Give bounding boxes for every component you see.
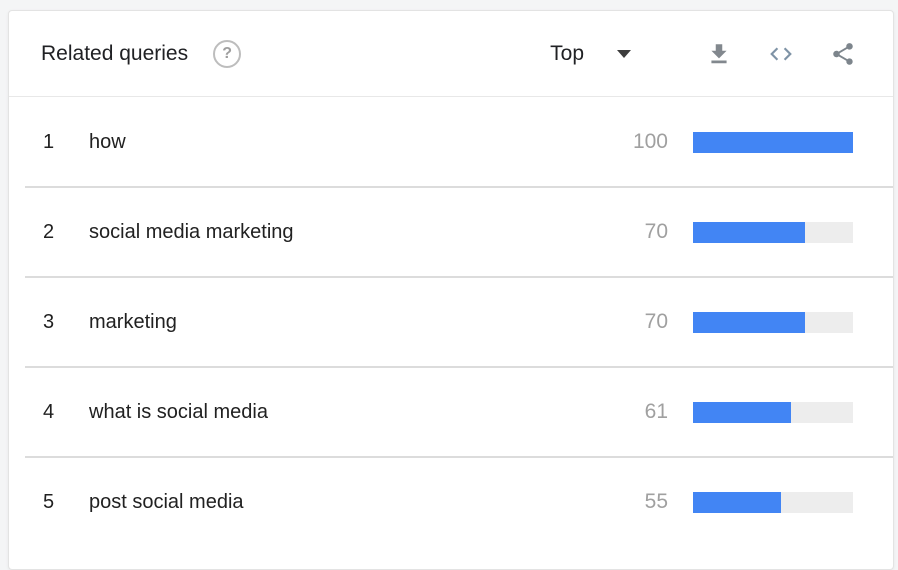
caret-down-icon [617, 49, 631, 58]
rank-label: 2 [43, 220, 55, 243]
query-value: 55 [644, 490, 668, 513]
help-icon[interactable]: ? [213, 39, 242, 68]
share-button[interactable] [830, 41, 856, 67]
query-bar [693, 131, 853, 153]
query-bar [693, 401, 853, 423]
rank-label: 4 [43, 400, 55, 423]
rank-label: 5 [43, 490, 55, 513]
query-row[interactable]: 3 marketing 70 [9, 277, 893, 368]
query-value: 100 [632, 130, 668, 153]
sort-dropdown[interactable]: Top [550, 42, 631, 66]
query-bar [693, 221, 853, 243]
query-row[interactable]: 1 how 100 [9, 97, 893, 188]
share-icon [833, 42, 853, 65]
rank-label: 1 [43, 130, 55, 153]
download-icon [711, 43, 727, 63]
embed-button[interactable] [768, 41, 794, 67]
rank-label: 3 [43, 310, 55, 333]
query-bar [693, 491, 853, 513]
related-queries-card: Related queries ? Top [8, 10, 894, 570]
query-value: 70 [644, 310, 668, 333]
query-link[interactable]: what is social media [89, 400, 268, 423]
query-link[interactable]: marketing [89, 310, 177, 333]
query-row[interactable]: 4 what is social media 61 [9, 367, 893, 458]
query-link[interactable]: how [89, 130, 126, 153]
card-title: Related queries [41, 41, 189, 65]
query-value: 70 [644, 220, 668, 243]
query-link[interactable]: post social media [89, 490, 244, 513]
query-bar [693, 311, 853, 333]
download-button[interactable] [706, 41, 732, 67]
embed-icon [770, 47, 792, 60]
query-row[interactable]: 2 social media marketing 70 [9, 187, 893, 278]
related-queries-list: 1 how 100 2 social media marketing 70 3 … [9, 97, 893, 547]
sort-dropdown-value: Top [550, 41, 584, 65]
query-link[interactable]: social media marketing [89, 220, 294, 243]
card-header: Related queries ? Top [9, 11, 893, 97]
query-row[interactable]: 5 post social media 55 [9, 457, 893, 547]
query-value: 61 [644, 400, 668, 423]
